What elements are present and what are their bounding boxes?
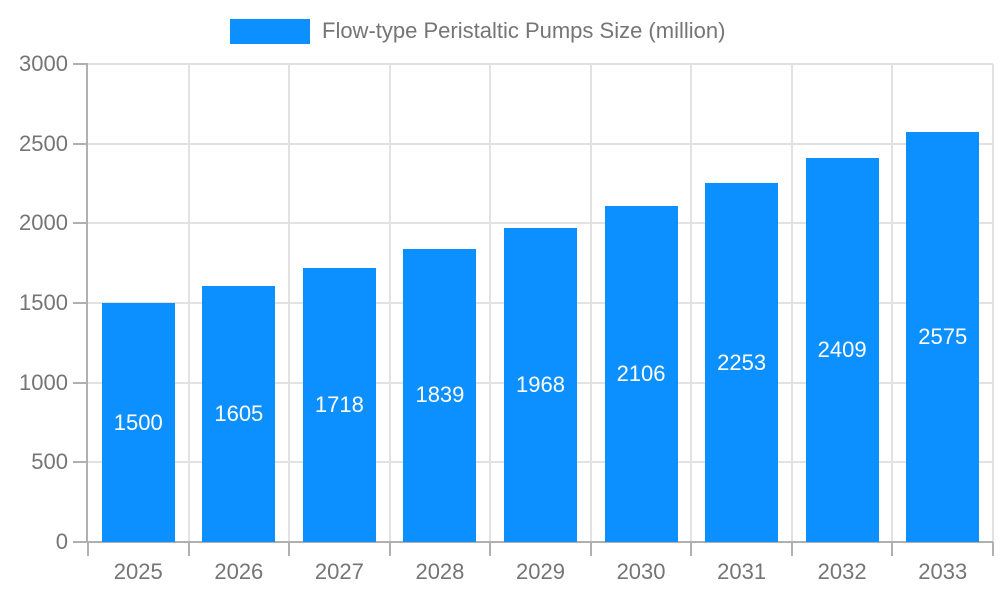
bar[interactable] <box>403 248 477 542</box>
gridline-vertical <box>288 64 291 542</box>
gridline-horizontal <box>88 222 993 225</box>
y-axis-label: 1500 <box>19 290 68 315</box>
x-axis-label: 2030 <box>616 559 666 584</box>
y-axis-label: 500 <box>31 449 68 475</box>
x-axis-label: 2025 <box>113 559 163 584</box>
bar-value-label: 2106 <box>616 361 666 387</box>
bar[interactable] <box>604 206 678 542</box>
gridline-horizontal <box>88 63 993 65</box>
bar-value-label: 1718 <box>314 392 364 418</box>
bar[interactable] <box>202 286 276 542</box>
x-axis-tick <box>790 542 793 556</box>
x-axis-tick <box>891 542 894 556</box>
gridline-vertical <box>690 64 693 542</box>
x-axis-tick <box>288 542 291 556</box>
y-axis-tick <box>73 381 88 384</box>
y-axis-tick <box>73 541 88 543</box>
y-axis-tick <box>73 63 88 65</box>
bar-value-label: 2409 <box>817 337 867 363</box>
gridline-horizontal <box>88 142 993 145</box>
x-axis-label: 2027 <box>314 559 364 584</box>
bar-value-label: 1839 <box>415 382 465 408</box>
bar[interactable] <box>805 158 879 542</box>
y-axis-tick <box>73 302 88 304</box>
x-axis-tick <box>187 542 190 556</box>
gridline-vertical <box>388 64 391 542</box>
bar-value-label: 1500 <box>113 409 163 435</box>
y-axis-tick <box>73 222 88 225</box>
bar[interactable] <box>504 228 577 542</box>
gridline-vertical <box>187 64 190 542</box>
y-axis-label: 2500 <box>19 130 68 156</box>
bar-value-label: 2575 <box>918 323 968 349</box>
x-axis-line <box>86 541 993 543</box>
gridline-vertical <box>891 64 894 542</box>
x-axis-label: 2026 <box>214 559 264 584</box>
x-axis-tick <box>388 542 391 556</box>
x-axis-tick <box>992 542 994 556</box>
bar-value-label: 1605 <box>214 401 264 427</box>
x-axis-tick <box>589 542 592 556</box>
x-axis-tick <box>489 542 492 556</box>
bar-value-label: 1968 <box>516 372 565 398</box>
legend-item[interactable]: Flow-type Peristaltic Pumps Size (millio… <box>230 16 725 46</box>
gridline-vertical <box>589 64 592 542</box>
x-axis-tick <box>87 542 89 556</box>
gridline-vertical <box>790 64 793 542</box>
x-axis-label: 2029 <box>516 559 565 584</box>
gridline-vertical <box>489 64 492 542</box>
x-axis-label: 2032 <box>817 559 867 584</box>
legend-label: Flow-type Peristaltic Pumps Size (millio… <box>322 18 726 43</box>
bar[interactable] <box>302 268 376 542</box>
y-axis-label: 3000 <box>19 51 68 76</box>
y-axis-tick <box>73 461 88 464</box>
y-axis-line <box>86 64 88 542</box>
y-axis-label: 1000 <box>19 369 68 395</box>
y-axis-label: 2000 <box>19 210 68 236</box>
gridline-vertical <box>992 64 994 542</box>
bar[interactable] <box>705 183 779 542</box>
y-axis-tick <box>73 142 88 145</box>
y-axis-label: 0 <box>55 529 68 554</box>
bar[interactable] <box>101 303 175 542</box>
bar-value-label: 2253 <box>717 349 767 375</box>
bar[interactable] <box>906 131 980 542</box>
x-axis-tick <box>690 542 693 556</box>
legend-swatch <box>230 18 310 44</box>
x-axis-label: 2033 <box>918 559 968 584</box>
x-axis-label: 2031 <box>717 559 767 584</box>
x-axis-label: 2028 <box>415 559 465 584</box>
